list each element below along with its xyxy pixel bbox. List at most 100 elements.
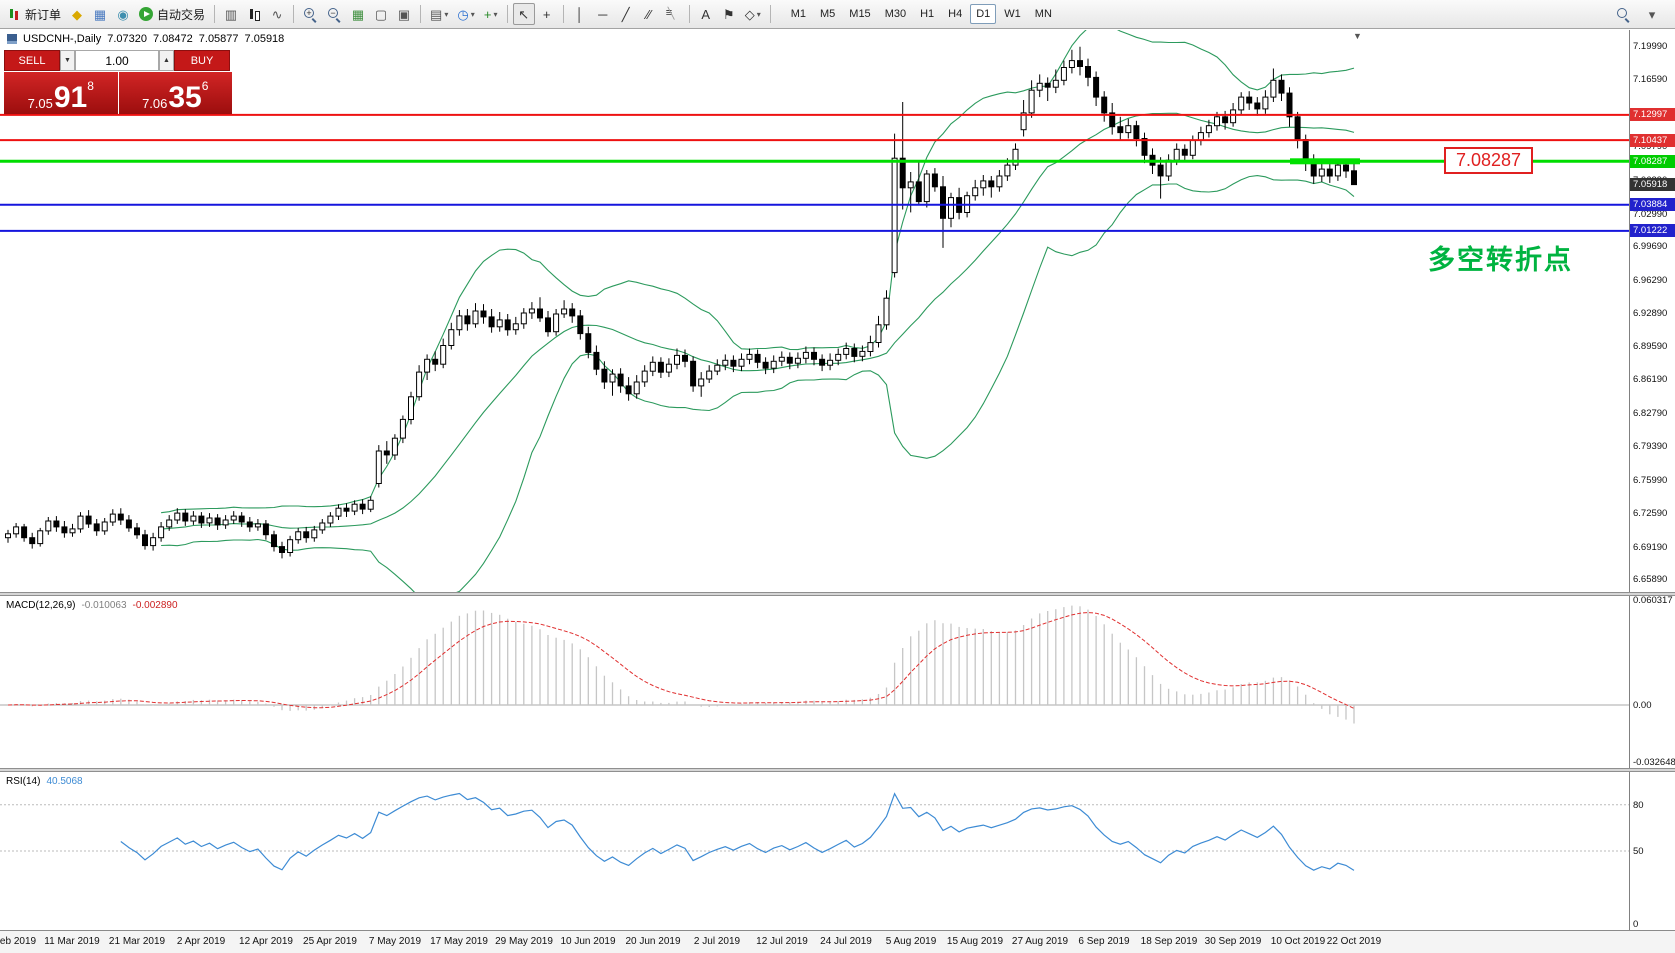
time-axis-label: 20 Jun 2019 [625, 936, 681, 947]
timeframe-button-W1[interactable]: W1 [1004, 8, 1021, 20]
rsi-pane-canvas[interactable] [0, 772, 1629, 930]
caret-down-icon: ▾ [493, 9, 498, 19]
toolbar-overflow-icon: ▾ [1648, 6, 1656, 22]
buy-price-button[interactable]: 7.06 35 6 [118, 72, 232, 114]
new-order-button[interactable]: 新订单 [4, 3, 65, 25]
mag-minus-icon: − [327, 7, 342, 22]
profiles-icon: ◆ [72, 6, 83, 22]
bar-chart-button[interactable]: ▥ [220, 3, 242, 25]
autotrading-button[interactable]: 自动交易 [135, 3, 209, 25]
macd-axis-label: -0.032648 [1633, 757, 1675, 768]
macd-axis-label: 0.060317 [1633, 595, 1673, 606]
toolbar-overflow-button[interactable]: ▾ [1641, 3, 1663, 25]
shapes-button[interactable]: ◇ ▾ [741, 3, 765, 25]
buy-button[interactable]: BUY [174, 50, 230, 71]
vertical-line-button[interactable]: │ [569, 3, 591, 25]
cursor-button[interactable]: ↖ [512, 3, 535, 25]
tile-windows-button[interactable]: ▦ [347, 3, 369, 25]
line-chart-icon: ∿ [271, 6, 283, 22]
price-marker-7.08287: 7.08287 [1630, 154, 1675, 168]
rsi-value: 40.5068 [46, 776, 83, 787]
toolbar: 新订单◆▦◉自动交易▥∿+−▦▢▣▤▾◷▾+▾↖+│─╱∕∕A⚑◇▾ M1M5M… [0, 0, 1675, 29]
crosshair-button[interactable]: + [536, 3, 558, 25]
macd-pane-canvas[interactable] [0, 596, 1629, 768]
timeframe-button-H4[interactable]: H4 [948, 8, 963, 20]
price-axis-label: 6.65890 [1633, 574, 1668, 586]
price-axis-label: 6.92890 [1633, 308, 1668, 320]
channel-button[interactable]: ∕∕ [638, 3, 660, 25]
text-button[interactable]: A [695, 3, 717, 25]
price-axis-label: 7.19990 [1633, 40, 1668, 52]
timeframe-button-MN[interactable]: MN [1034, 8, 1052, 20]
pane-separator[interactable] [0, 768, 1675, 772]
macd-value: -0.010063 [81, 600, 127, 611]
sell-button[interactable]: SELL [4, 50, 60, 71]
timeframe-button-H1[interactable]: H1 [920, 8, 935, 20]
candle-chart-button[interactable] [243, 3, 265, 25]
time-axis[interactable]: 27 Feb 2019 11 Mar 2019 21 Mar 2019 2 Apr 2… [0, 930, 1675, 953]
zoom-in-button[interactable]: + [299, 3, 322, 25]
time-axis-label: 17 May 2019 [430, 936, 488, 947]
data-window-button[interactable]: ▣ [393, 3, 415, 25]
periods-button[interactable]: ◷ ▾ [453, 3, 478, 25]
timeframe-button-M1[interactable]: M1 [790, 8, 806, 20]
toolbar-separator [769, 5, 771, 23]
horizontal-line-button[interactable]: ─ [592, 3, 614, 25]
toolbar-separator [506, 5, 508, 23]
channel-icon: ∕∕ [646, 6, 651, 22]
volume-decrease-button[interactable]: ▼ [60, 50, 75, 71]
chart-annotation-text[interactable]: 多空转折点 [1428, 245, 1573, 275]
volume-input[interactable] [75, 50, 159, 71]
rsi-label: RSI(14) 40.5068 [6, 776, 83, 787]
text-icon: A [701, 6, 711, 22]
navigator-button[interactable]: ◉ [112, 3, 134, 25]
label-button[interactable]: ⚑ [718, 3, 740, 25]
price-axis-label: 6.82790 [1633, 407, 1668, 419]
volume-increase-button[interactable]: ▲ [159, 50, 174, 71]
sell-price-prefix: 7.05 [27, 96, 53, 111]
timeframe-button-D1[interactable]: D1 [970, 4, 997, 24]
timeframe-button-M5[interactable]: M5 [820, 8, 836, 20]
price-axis-label: 6.86190 [1633, 374, 1668, 386]
navigator-icon: ◉ [117, 6, 129, 22]
candles-bw-icon [248, 8, 261, 21]
market-watch-icon: ▦ [93, 6, 107, 22]
zoom-out-button[interactable]: − [323, 3, 346, 25]
add-indicator-button[interactable]: + ▾ [480, 3, 502, 25]
buy-price-prefix: 7.06 [142, 96, 168, 111]
caret-down-icon: ▾ [470, 9, 475, 19]
toolbar-separator [214, 5, 216, 23]
tile-windows-icon: ▦ [351, 6, 365, 22]
profiles-button[interactable]: ◆ [66, 3, 88, 25]
new-chart-button[interactable]: ▤ ▾ [426, 3, 452, 25]
timeframe-button-M15[interactable]: M15 [849, 8, 871, 20]
data-window-icon: ▣ [397, 6, 411, 22]
price-axis-label: 6.79390 [1633, 441, 1668, 453]
price-axis-label: 6.96290 [1633, 274, 1668, 286]
fibonacci-button[interactable] [661, 3, 684, 25]
toolbar-right: ▾ [1612, 3, 1663, 25]
market-watch-button[interactable]: ▦ [89, 3, 111, 25]
search-button[interactable] [1612, 3, 1635, 25]
sell-price-pips: 91 [53, 80, 88, 114]
toolbar-left: 新订单◆▦◉自动交易▥∿+−▦▢▣▤▾◷▾+▾↖+│─╱∕∕A⚑◇▾ [4, 3, 775, 25]
timeframe-button-M30[interactable]: M30 [884, 8, 907, 20]
price-callout-label[interactable]: 7.08287 [1444, 147, 1534, 174]
time-axis-label: 2 Jul 2019 [693, 936, 741, 947]
price-axis-label: 7.16590 [1633, 74, 1668, 86]
trendline-button[interactable]: ╱ [615, 3, 637, 25]
pane-separator[interactable] [0, 592, 1675, 596]
main-chart-canvas[interactable] [0, 30, 1629, 592]
indicators-window-button[interactable]: ▢ [370, 3, 392, 25]
time-axis-label: 11 Mar 2019 [44, 936, 100, 947]
sell-price-button[interactable]: 7.05 91 8 [4, 72, 118, 114]
mag-plus-icon: + [303, 7, 318, 22]
macd-signal-value: -0.002890 [132, 600, 178, 611]
price-axis[interactable]: 7.199907.165907.131907.097907.063907.029… [1629, 30, 1675, 930]
new-order-button-label: 新订单 [25, 7, 62, 22]
price-axis-label: 6.89590 [1633, 340, 1668, 352]
toolbar-separator [420, 5, 422, 23]
time-axis-label: 12 Apr 2019 [239, 936, 293, 947]
caret-down-icon: ▾ [444, 9, 449, 19]
line-chart-button[interactable]: ∿ [266, 3, 288, 25]
